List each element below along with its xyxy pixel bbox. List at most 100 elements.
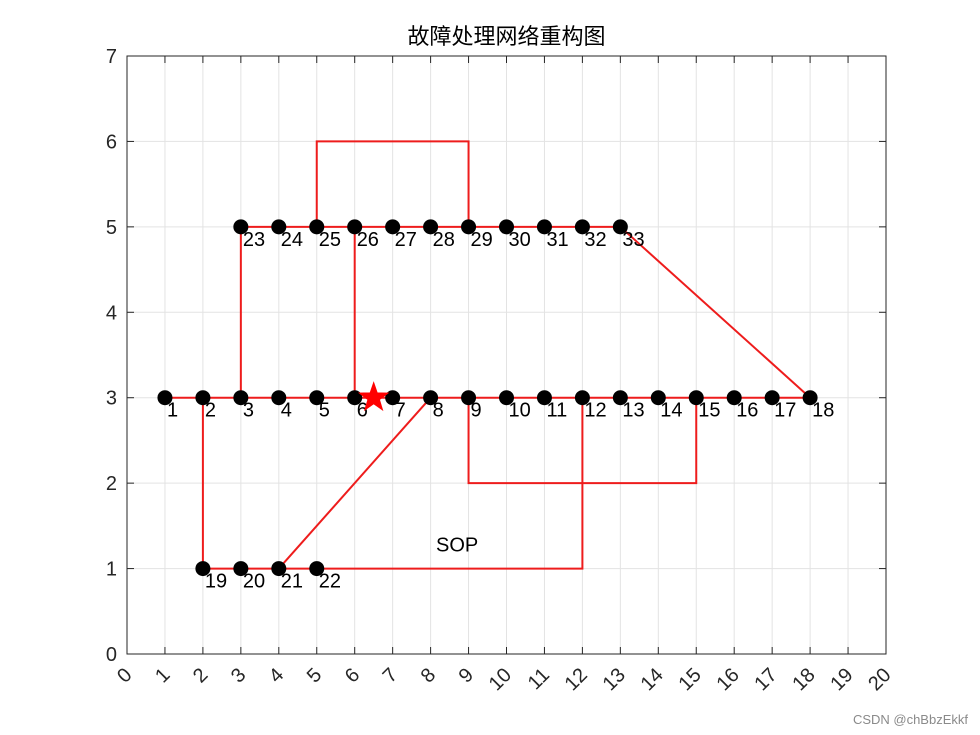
node-10: [499, 390, 514, 406]
node-18: [802, 390, 818, 406]
line-tie-21-8: [278, 397, 432, 570]
node-label-9: 9: [471, 400, 482, 422]
x-tick-label: 6: [341, 664, 364, 687]
x-tick-label: 13: [599, 664, 630, 695]
node-30: [499, 219, 514, 235]
node-13: [612, 390, 628, 406]
node-label-21: 21: [281, 571, 303, 593]
node-label-26: 26: [357, 229, 379, 251]
x-tick-label: 1: [151, 664, 174, 687]
y-tick-label: 3: [106, 388, 117, 410]
annotation-sop: SOP: [436, 534, 478, 556]
x-tick-label: 4: [265, 664, 288, 687]
node-label-5: 5: [319, 400, 330, 422]
x-tick-label: 3: [227, 664, 250, 687]
y-tick-label: 4: [106, 302, 117, 324]
node-label-15: 15: [698, 400, 720, 422]
nodes-layer: [157, 219, 818, 577]
y-tick-label: 7: [106, 46, 117, 68]
node-label-11: 11: [546, 400, 567, 422]
node-label-16: 16: [736, 400, 758, 422]
node-20: [233, 561, 249, 577]
node-label-14: 14: [660, 400, 682, 422]
node-5: [309, 390, 325, 406]
node-label-20: 20: [243, 571, 265, 593]
node-21: [271, 561, 287, 577]
x-tick-label: 0: [113, 664, 136, 687]
node-29: [461, 219, 477, 235]
y-tick-label: 1: [106, 559, 117, 581]
node-14: [650, 390, 666, 406]
node-26: [347, 219, 363, 235]
node-11: [536, 390, 552, 406]
node-label-31: 31: [546, 229, 568, 251]
line-tie-33-18: [619, 226, 811, 399]
x-tick-label: 17: [750, 664, 781, 695]
node-2: [195, 390, 211, 406]
node-9: [461, 390, 477, 406]
node-32: [574, 219, 590, 235]
y-tick-label: 0: [106, 644, 117, 666]
node-label-28: 28: [433, 229, 455, 251]
node-label-30: 30: [509, 229, 531, 251]
line-tie-25-29: [315, 140, 470, 227]
x-tick-label: 10: [485, 664, 516, 695]
x-tick-label: 11: [524, 664, 554, 694]
node-label-4: 4: [281, 400, 292, 422]
node-label-29: 29: [471, 229, 493, 251]
chart-title: 故障处理网络重构图: [407, 25, 605, 50]
x-tick-label: 5: [303, 664, 326, 687]
node-label-13: 13: [622, 400, 644, 422]
y-tick-label: 6: [106, 131, 117, 153]
node-28: [423, 219, 439, 235]
node-7: [385, 390, 401, 406]
y-tick-label: 2: [106, 473, 117, 495]
node-label-1: 1: [167, 400, 178, 422]
node-3: [233, 390, 249, 406]
node-6: [347, 390, 363, 406]
node-label-10: 10: [509, 400, 531, 422]
x-tick-label: 18: [788, 664, 819, 695]
node-27: [385, 219, 401, 235]
y-tick-label: 5: [106, 217, 117, 239]
x-tick-label: 7: [379, 664, 402, 687]
node-label-23: 23: [243, 229, 265, 251]
watermark: CSDN @chBbzEkkf: [852, 712, 968, 727]
node-label-19: 19: [205, 571, 227, 593]
node-4: [271, 390, 287, 406]
node-label-32: 32: [584, 229, 606, 251]
node-label-12: 12: [584, 400, 606, 422]
x-tick-label: 15: [674, 664, 705, 695]
node-label-24: 24: [281, 229, 303, 251]
fault-star-marker: [357, 381, 390, 412]
node-31: [536, 219, 552, 235]
x-tick-label: 14: [637, 664, 668, 695]
x-tick-label: 2: [189, 664, 212, 687]
node-label-8: 8: [433, 400, 444, 422]
node-16: [726, 390, 742, 406]
node-24: [271, 219, 287, 235]
node-8: [423, 390, 439, 406]
node-label-18: 18: [812, 400, 834, 422]
x-tick-label: 16: [712, 664, 743, 695]
node-12: [574, 390, 590, 406]
x-tick-label: 9: [455, 664, 478, 687]
node-label-22: 22: [319, 571, 341, 593]
node-23: [233, 219, 249, 235]
node-1: [157, 390, 173, 406]
node-25: [309, 219, 325, 235]
lines-layer: [164, 140, 811, 570]
node-label-6: 6: [357, 400, 368, 422]
x-tick-label: 12: [561, 664, 592, 695]
node-19: [195, 561, 211, 577]
node-label-2: 2: [205, 400, 216, 422]
x-tick-label: 19: [826, 664, 857, 695]
node-label-3: 3: [243, 400, 254, 422]
x-tick-label: 20: [864, 664, 895, 695]
node-33: [612, 219, 628, 235]
x-tick-label: 8: [417, 664, 440, 687]
node-17: [764, 390, 780, 406]
